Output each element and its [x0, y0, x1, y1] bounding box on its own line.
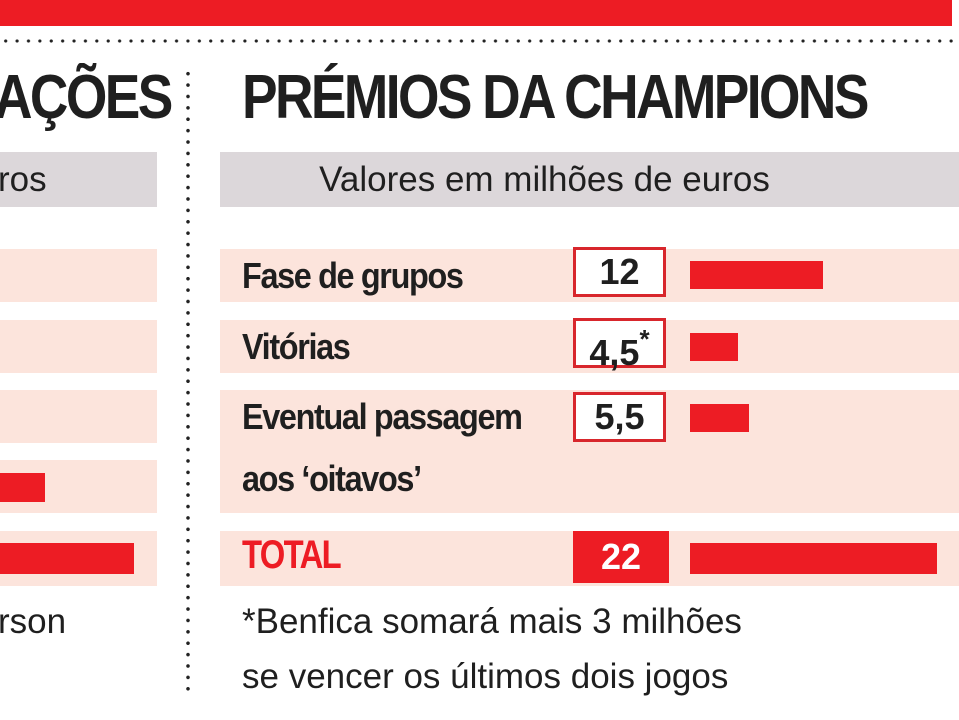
footnote-line-1: *Benfica somará mais 3 milhões [242, 602, 742, 641]
left-row-total [0, 531, 157, 586]
total-value-box: 22 [573, 531, 669, 583]
row-bar [690, 261, 823, 289]
left-row [0, 320, 157, 373]
left-row [0, 460, 157, 513]
left-footnote: rson [0, 602, 67, 641]
left-panel-title: AÇÕES [0, 63, 173, 132]
left-panel-subtitle: ros [0, 152, 157, 207]
row-value-box: 4,5* [573, 318, 666, 373]
top-red-banner [0, 0, 952, 26]
right-panel-subtitle-text: Valores em milhões de euros [319, 160, 770, 199]
row-label: Fase de grupos [242, 255, 464, 296]
right-panel-title: PRÉMIOS DA CHAMPIONS [242, 63, 869, 132]
horizontal-dotted-divider [0, 39, 959, 43]
left-bar [0, 473, 45, 502]
asterisk-marker: * [639, 324, 650, 354]
row-value-box: 5,5 [573, 392, 666, 442]
row-label: Eventual passagem [242, 396, 523, 437]
right-panel-subtitle: Valores em milhões de euros [220, 152, 959, 207]
total-bar [690, 543, 937, 574]
prize-row-group-stage: Fase de grupos 12 [220, 247, 959, 302]
prize-row-wins: Vitórias 4,5* [220, 318, 959, 373]
prize-row-round-of-16: Eventual passagem aos ‘oitavos’ 5,5 [220, 390, 959, 513]
row-bar [690, 333, 738, 361]
vertical-dotted-divider [185, 68, 191, 692]
left-row [0, 249, 157, 302]
row-value: 4,5 [589, 332, 640, 373]
row-label-line2: aos ‘oitavos’ [242, 458, 422, 499]
row-bar [690, 404, 749, 432]
total-label: TOTAL [242, 533, 342, 577]
prize-row-total: TOTAL 22 [220, 531, 959, 586]
left-row [0, 390, 157, 443]
left-total-bar [0, 543, 134, 574]
left-panel-subtitle-text: ros [0, 160, 47, 199]
row-value-box: 12 [573, 247, 666, 297]
row-label: Vitórias [242, 326, 351, 367]
footnote-line-2: se vencer os últimos dois jogos [242, 657, 729, 696]
